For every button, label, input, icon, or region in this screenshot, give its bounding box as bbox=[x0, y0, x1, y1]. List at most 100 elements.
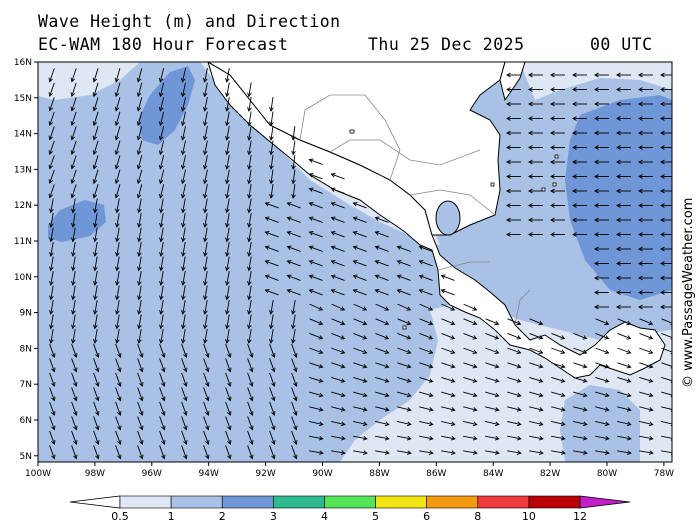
wave-arrow-head bbox=[73, 382, 78, 387]
wave-arrow-head bbox=[48, 92, 53, 97]
wave-arrow bbox=[49, 430, 55, 445]
wave-arrow-head bbox=[225, 106, 230, 112]
wave-arrow-head bbox=[528, 72, 533, 78]
wave-arrow-head bbox=[137, 295, 142, 301]
wave-arrow-head bbox=[180, 135, 186, 141]
wave-arrow-head bbox=[308, 216, 314, 221]
wave-arrow-head bbox=[626, 335, 632, 340]
wave-arrow-head bbox=[638, 232, 643, 237]
wave-arrow bbox=[181, 343, 187, 358]
wave-arrow-head bbox=[114, 121, 120, 127]
wave-arrow bbox=[595, 318, 609, 325]
wave-arrow-head bbox=[362, 335, 368, 340]
wave-arrow-head bbox=[582, 349, 588, 354]
wave-arrow-head bbox=[180, 164, 186, 170]
wave-arrow-head bbox=[92, 179, 98, 185]
wave-arrow bbox=[419, 435, 433, 440]
wave-arrow-head bbox=[472, 392, 478, 398]
wave-arrow bbox=[551, 362, 565, 368]
wave-arrow bbox=[441, 391, 455, 397]
wave-arrow-head bbox=[626, 349, 632, 354]
wave-arrow bbox=[137, 184, 143, 198]
wave-arrow bbox=[287, 217, 301, 223]
wave-arrow-head bbox=[604, 320, 610, 326]
wave-arrow-head bbox=[73, 411, 78, 416]
wave-arrow bbox=[397, 289, 411, 296]
wave-arrow-head bbox=[560, 349, 566, 354]
wave-arrow-head bbox=[594, 101, 599, 107]
wave-arrow-head bbox=[49, 237, 54, 243]
wave-arrow-head bbox=[247, 121, 252, 127]
wave-arrow bbox=[137, 430, 143, 445]
wave-arrow-head bbox=[93, 280, 98, 286]
wave-arrow bbox=[309, 303, 323, 311]
wave-arrow bbox=[93, 140, 99, 155]
wave-arrow-head bbox=[291, 136, 296, 141]
wave-arrow bbox=[115, 82, 121, 97]
wave-arrow-head bbox=[528, 101, 533, 107]
wave-arrow-head bbox=[528, 232, 533, 237]
wave-arrow bbox=[115, 111, 121, 126]
latitude-axis: 16N 15N 14N 13N 12N 11N 10N 9N 8N 7N 6N 5N bbox=[14, 58, 38, 462]
wave-arrow-head bbox=[384, 306, 390, 311]
wave-arrow bbox=[115, 401, 121, 416]
wave-arrow-head bbox=[291, 179, 296, 185]
wave-arrow-head bbox=[225, 237, 230, 243]
wave-arrow bbox=[160, 213, 164, 227]
wave-arrow bbox=[617, 406, 631, 411]
wave-arrow-head bbox=[114, 193, 120, 199]
wave-arrow-head bbox=[516, 421, 522, 427]
wave-arrow bbox=[269, 343, 275, 358]
wave-arrow-head bbox=[293, 454, 298, 460]
wave-arrow-head bbox=[271, 396, 276, 402]
wave-arrow-head bbox=[159, 280, 164, 286]
wave-arrow-head bbox=[638, 72, 643, 78]
wave-arrow-head bbox=[249, 382, 254, 387]
wave-arrow bbox=[116, 271, 120, 285]
longitude-axis: 100W 98W 96W 94W 92W 90W 88W 86W 84W 82W 80W 78W bbox=[25, 462, 674, 479]
wave-arrow-head bbox=[203, 324, 208, 330]
wave-arrow bbox=[49, 372, 55, 387]
country-borders bbox=[299, 94, 531, 326]
wave-arrow bbox=[551, 347, 565, 354]
wave-arrow-head bbox=[660, 159, 665, 165]
wave-arrow-head bbox=[73, 454, 78, 460]
wave-arrow-head bbox=[203, 237, 208, 243]
wave-arrow-head bbox=[440, 289, 446, 294]
wave-arrow-head bbox=[49, 295, 54, 301]
wave-arrow-head bbox=[340, 435, 346, 441]
wave-arrow bbox=[331, 318, 345, 325]
wave-arrow bbox=[247, 416, 253, 430]
wave-arrow bbox=[138, 256, 142, 271]
wave-arrow-head bbox=[352, 245, 358, 250]
wave-arrow bbox=[137, 126, 143, 140]
wave-arrow bbox=[441, 303, 455, 311]
wave-arrow bbox=[353, 246, 367, 252]
wave-arrow bbox=[309, 377, 323, 382]
wave-arrow bbox=[50, 227, 54, 242]
wave-arrow bbox=[441, 275, 455, 281]
colorbar-label: 10 bbox=[522, 510, 536, 523]
wave-arrow-head bbox=[638, 304, 643, 310]
wave-arrow bbox=[248, 140, 252, 155]
wave-arrow-head bbox=[114, 164, 120, 170]
wave-arrow-head bbox=[225, 266, 230, 272]
wave-arrow bbox=[292, 183, 296, 199]
wave-arrow-head bbox=[247, 135, 252, 141]
wave-field-below-1m-north bbox=[38, 62, 140, 100]
wave-arrow-head bbox=[158, 150, 164, 156]
wave-arrow bbox=[270, 169, 274, 184]
wave-arrow-head bbox=[594, 217, 599, 223]
wave-arrow-head bbox=[604, 392, 610, 398]
wave-arrow bbox=[182, 155, 186, 169]
wave-arrow bbox=[71, 416, 77, 430]
wave-arrow bbox=[203, 445, 209, 459]
wave-arrow-head bbox=[159, 309, 164, 315]
wave-arrow bbox=[115, 372, 121, 387]
wave-arrow-head bbox=[538, 392, 544, 398]
wave-arrow bbox=[661, 391, 672, 396]
wave-arrow bbox=[331, 289, 345, 296]
wave-arrow bbox=[507, 391, 521, 397]
wave-arrow bbox=[225, 445, 231, 459]
